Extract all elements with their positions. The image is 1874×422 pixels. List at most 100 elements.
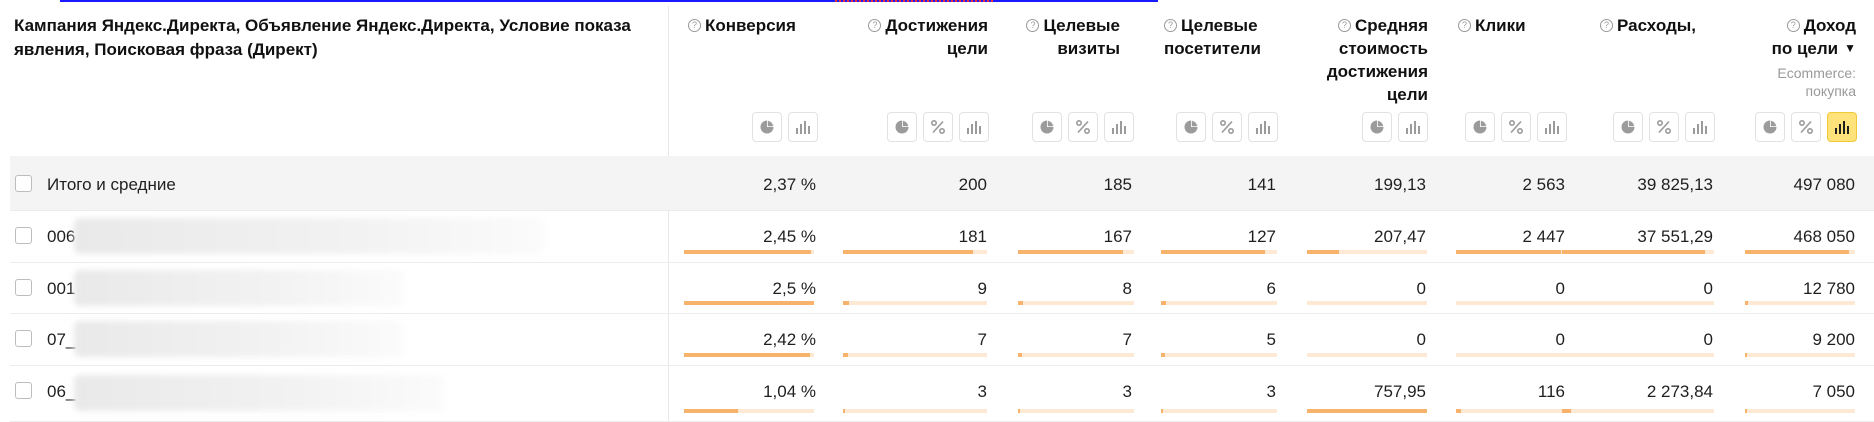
percent-button[interactable]: [1068, 112, 1098, 142]
column-header-cpa[interactable]: ? Средняя стоимость достижения цели: [1318, 14, 1428, 106]
help-icon[interactable]: ?: [1164, 19, 1177, 32]
total-row[interactable]: Итого и средние 2,37 % 200 185 141 199,13 2 56…: [10, 156, 1874, 211]
cell-tvisits: 3: [1122, 382, 1132, 401]
cell-conv: 2,37 %: [763, 175, 816, 194]
column-header-goals[interactable]: ? Достижения цели: [846, 14, 988, 60]
column-header-revenue[interactable]: ? Доход по цели ▼ Ecommerce: покупка: [1766, 14, 1856, 100]
proportion-bar: [1456, 353, 1566, 357]
cell-cpa: 0: [1416, 330, 1426, 349]
percent-button[interactable]: [923, 112, 953, 142]
redacted-text: [74, 218, 544, 254]
help-icon[interactable]: ?: [868, 19, 882, 32]
bar-chart-button[interactable]: [1827, 112, 1857, 142]
bar-chart-button[interactable]: [1248, 112, 1278, 142]
column-view-buttons: [1362, 112, 1428, 145]
help-icon[interactable]: ?: [1026, 19, 1040, 32]
cell-tvisitors: 127: [1247, 227, 1276, 246]
proportion-bar: [684, 353, 814, 357]
cell-cpa: 199,13: [1374, 175, 1426, 194]
proportion-bar: [684, 301, 814, 305]
row-checkbox[interactable]: [15, 330, 32, 347]
column-header-conv[interactable]: ? Конверсия: [688, 14, 818, 37]
column-header-tvisitors[interactable]: ? Целевые посетители: [1164, 14, 1276, 60]
cell-tvisits: 185: [1103, 175, 1132, 194]
table-row[interactable]: 006 2,45 % 181 167 127 207,47 2 447 37 551,29 46…: [10, 210, 1874, 263]
pie-chart-button[interactable]: [1613, 112, 1643, 142]
row-label[interactable]: Итого и средние: [47, 175, 176, 194]
row-checkbox[interactable]: [15, 175, 32, 192]
cell-tvisitors: 5: [1266, 330, 1276, 349]
percent-button[interactable]: [1791, 112, 1821, 142]
proportion-bar: [1307, 353, 1427, 357]
percent-button[interactable]: [1212, 112, 1242, 142]
pie-chart-icon: [1369, 119, 1385, 135]
bar-chart-button[interactable]: [1537, 112, 1567, 142]
row-label[interactable]: 07_: [47, 330, 76, 349]
cell-goals: 200: [958, 175, 987, 194]
row-checkbox[interactable]: [15, 279, 32, 296]
cell-cpa: 757,95: [1374, 382, 1426, 401]
table-row[interactable]: 07_ 2,42 % 7 7 5 0 0 0 9 200: [10, 313, 1874, 366]
row-label[interactable]: 006: [47, 227, 76, 246]
help-icon[interactable]: ?: [1600, 19, 1613, 32]
column-header-tvisits[interactable]: ? Целевые визиты: [1020, 14, 1120, 60]
row-checkbox[interactable]: [15, 382, 32, 399]
bar-chart-button[interactable]: [788, 112, 818, 142]
column-view-buttons: [1465, 112, 1567, 145]
bar-chart-icon: [1834, 119, 1850, 135]
column-label: Целевые визиты: [1043, 16, 1120, 58]
proportion-bar: [1745, 409, 1855, 413]
row-label[interactable]: 06_: [47, 382, 76, 401]
pie-chart-button[interactable]: [1465, 112, 1495, 142]
help-icon[interactable]: ?: [1458, 19, 1471, 32]
percent-icon: [930, 119, 946, 135]
column-label: Целевые посетители: [1164, 16, 1261, 58]
cell-conv: 2,42 %: [763, 330, 816, 349]
percent-button[interactable]: [1649, 112, 1679, 142]
pie-chart-button[interactable]: [1032, 112, 1062, 142]
column-divider: [668, 6, 669, 421]
column-view-buttons: [887, 112, 989, 145]
column-view-buttons: [752, 112, 818, 145]
pie-chart-button[interactable]: [752, 112, 782, 142]
dimension-header: Кампания Яндекс.Директа, Объявление Янде…: [14, 16, 631, 59]
column-label: Достижения цели: [885, 16, 988, 58]
pie-chart-button[interactable]: [887, 112, 917, 142]
bar-chart-button[interactable]: [959, 112, 989, 142]
help-icon[interactable]: ?: [1337, 19, 1351, 32]
proportion-bar: [1161, 250, 1277, 254]
cell-revenue: 497 080: [1793, 175, 1855, 194]
help-icon[interactable]: ?: [688, 19, 701, 32]
column-header-costs[interactable]: ? Расходы,: [1600, 14, 1718, 37]
pie-chart-icon: [1183, 119, 1199, 135]
cell-costs: 0: [1703, 330, 1713, 349]
percent-button[interactable]: [1501, 112, 1531, 142]
cell-goals: 9: [977, 279, 987, 298]
bar-chart-icon: [1255, 119, 1271, 135]
percent-icon: [1798, 119, 1814, 135]
cell-costs: 39 825,13: [1637, 175, 1713, 194]
bar-chart-icon: [1544, 119, 1560, 135]
row-label[interactable]: 001: [47, 279, 76, 298]
proportion-bar: [1562, 301, 1714, 305]
cell-conv: 2,45 %: [763, 227, 816, 246]
column-header-clicks[interactable]: ? Клики: [1458, 14, 1558, 37]
row-checkbox[interactable]: [15, 227, 32, 244]
proportion-bar: [1562, 250, 1714, 254]
cell-tvisits: 7: [1122, 330, 1132, 349]
help-icon[interactable]: ?: [1786, 19, 1800, 32]
pie-chart-button[interactable]: [1362, 112, 1392, 142]
bar-chart-button[interactable]: [1685, 112, 1715, 142]
bar-chart-button[interactable]: [1398, 112, 1428, 142]
sort-desc-icon[interactable]: ▼: [1844, 41, 1856, 55]
proportion-bar: [1307, 301, 1427, 305]
table-row[interactable]: 001 2,5 % 9 8 6 0 0 0 12 780: [10, 262, 1874, 314]
table-row[interactable]: 06_ 1,04 % 3 3 3 757,95 116 2 273,84 7 050: [10, 365, 1874, 422]
column-label: Средняя стоимость достижения цели: [1326, 16, 1428, 104]
pie-chart-icon: [894, 119, 910, 135]
pie-chart-button[interactable]: [1755, 112, 1785, 142]
proportion-bar: [1018, 353, 1134, 357]
bar-chart-button[interactable]: [1104, 112, 1134, 142]
pie-chart-button[interactable]: [1176, 112, 1206, 142]
cell-goals: 3: [977, 382, 987, 401]
